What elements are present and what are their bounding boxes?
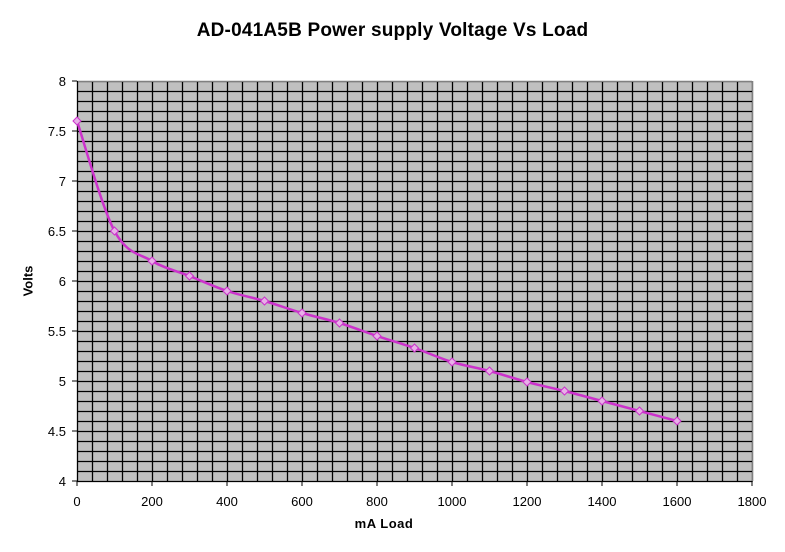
y-tick-label: 7 [59,174,66,189]
grid-lines [76,80,754,483]
data-point-marker [597,396,607,406]
y-tick-label: 4 [59,474,66,489]
x-tick-label: 0 [73,494,80,509]
data-point-marker [259,296,270,306]
data-point-marker [297,308,307,318]
x-tick-label: 1200 [513,494,542,509]
data-point-marker [634,406,645,416]
data-point-marker [372,331,382,341]
data-point-marker [559,386,570,396]
y-tick-label: 5.5 [48,324,66,339]
data-point-marker [409,343,420,353]
axes: 4 4.5 5 5.5 6 6.5 7 7.5 8 0 200 400 600 800 1000 1200 14… [48,74,767,509]
data-point-marker [72,116,82,126]
x-tick-label: 1600 [663,494,692,509]
y-tick-label: 4.5 [48,424,66,439]
x-tick-label: 1800 [738,494,767,509]
data-point-marker [109,226,120,236]
x-tick-label: 800 [366,494,388,509]
data-point-marker [147,256,157,266]
y-tick-label: 6.5 [48,224,66,239]
data-point-marker [222,286,232,296]
data-point-marker [672,416,682,426]
data-point-marker [484,366,495,376]
data-point-marker [522,377,532,387]
x-tick-label: 1000 [438,494,467,509]
data-point-marker [334,318,345,328]
y-tick-label: 6 [59,274,66,289]
x-axis-label: mA Load [354,516,414,531]
y-tick-label: 7.5 [48,124,66,139]
y-tick-label: 5 [59,374,66,389]
y-tick-label: 8 [59,74,66,89]
x-tick-label: 400 [216,494,238,509]
chart-title: AD-041A5B Power supply Voltage Vs Load [196,20,589,41]
data-point-marker [184,271,195,281]
x-tick-label: 600 [291,494,313,509]
x-tick-label: 1400 [588,494,617,509]
data-point-marker [447,357,457,367]
data-series [72,116,682,426]
x-tick-label: 200 [141,494,163,509]
